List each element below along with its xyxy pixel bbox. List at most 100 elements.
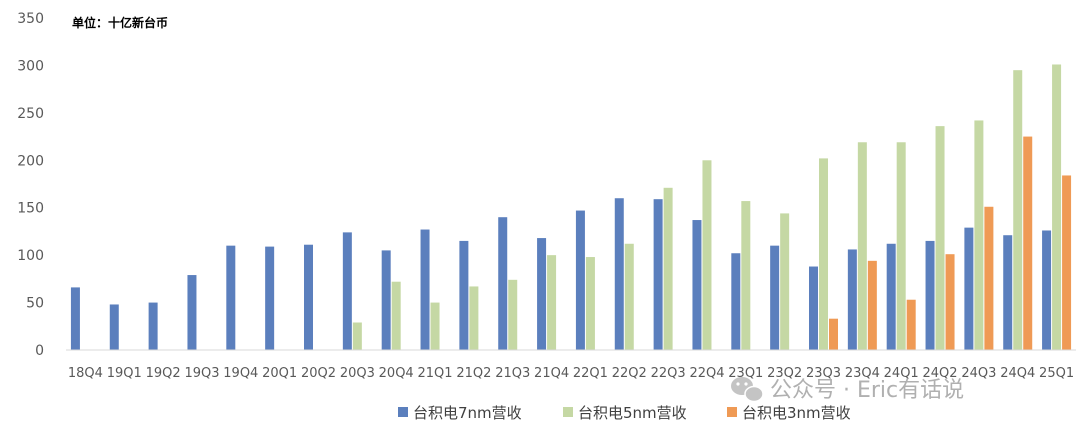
bar	[925, 240, 935, 350]
legend-swatch	[398, 407, 408, 417]
bar	[1023, 136, 1033, 350]
bar	[829, 318, 838, 350]
bar	[391, 281, 401, 350]
bar	[342, 232, 352, 350]
y-tick-label: 300	[17, 58, 44, 74]
bar	[187, 275, 197, 350]
x-tick-label: 24Q2	[923, 366, 958, 381]
x-tick-label: 21Q1	[418, 366, 453, 381]
bar	[886, 243, 896, 350]
x-tick-label: 24Q1	[884, 366, 919, 381]
bar	[420, 229, 430, 350]
bar	[653, 199, 663, 350]
bar	[935, 126, 945, 350]
x-tick-label: 19Q3	[184, 366, 219, 381]
bar	[352, 322, 362, 350]
watermark-text: 公众号 · Eric有话说	[770, 378, 964, 403]
x-tick-label: 20Q4	[379, 366, 414, 381]
bar	[692, 220, 702, 350]
bars	[70, 64, 1072, 351]
bar	[226, 245, 236, 350]
bar	[109, 304, 119, 350]
x-tick-label: 22Q3	[651, 366, 686, 381]
bar	[1042, 230, 1052, 350]
x-axis: 18Q4 19Q1 19Q2 19Q3 19Q4 20Q1 20Q2 20Q3 20Q4 21Q1…	[66, 349, 1076, 381]
bar	[780, 213, 790, 350]
x-tick-label: 22Q1	[573, 366, 608, 381]
bar	[731, 253, 741, 350]
bar	[304, 244, 313, 350]
x-tick-label: 24Q4	[1000, 366, 1035, 381]
bar	[906, 299, 916, 350]
bar	[585, 257, 595, 350]
bar	[1062, 175, 1072, 350]
y-axis: 0 50 100 150 200 250 300 350	[17, 11, 44, 359]
x-tick-label: 18Q4	[68, 366, 103, 381]
x-tick-label: 21Q3	[495, 366, 530, 381]
bar	[469, 286, 479, 350]
bar	[381, 250, 391, 350]
bar	[964, 227, 974, 350]
x-tick-label: 24Q3	[961, 366, 996, 381]
bar	[741, 201, 751, 350]
y-tick-label: 100	[17, 248, 44, 264]
bar	[867, 260, 877, 350]
x-tick-label: 21Q2	[456, 366, 491, 381]
bar	[547, 255, 557, 350]
bar	[148, 302, 158, 350]
x-tick-label: 25Q1	[1039, 366, 1074, 381]
bar	[624, 243, 634, 350]
bar	[663, 187, 673, 350]
bar	[974, 120, 984, 351]
bar	[984, 206, 994, 350]
x-tick-label: 19Q1	[107, 366, 142, 381]
x-tick-label: 19Q2	[146, 366, 181, 381]
y-tick-label: 200	[17, 153, 44, 169]
bar	[430, 302, 440, 350]
y-tick-label: 0	[35, 343, 44, 359]
bar	[1013, 70, 1023, 351]
bar	[945, 254, 955, 350]
legend-swatch	[563, 407, 573, 417]
x-tick-label: 21Q4	[534, 366, 569, 381]
x-tick-label: 20Q1	[262, 366, 297, 381]
y-tick-label: 50	[26, 296, 44, 312]
legend: 台积电7nm营收 台积电5nm营收 台积电3nm营收	[398, 404, 851, 422]
bar	[770, 245, 780, 350]
x-tick-label: 20Q3	[340, 366, 375, 381]
bar	[847, 249, 857, 350]
bar	[575, 210, 585, 350]
x-tick-label: 22Q2	[612, 366, 647, 381]
bar	[1052, 64, 1062, 350]
watermark: 公众号 · Eric有话说	[731, 377, 964, 403]
bar	[537, 238, 547, 350]
bar	[1003, 235, 1013, 350]
bar	[819, 158, 828, 350]
x-tick-label: 22Q4	[689, 366, 724, 381]
bar	[70, 287, 80, 350]
unit-label: 单位：十亿新台币	[72, 15, 168, 30]
wechat-icon	[731, 377, 764, 403]
legend-swatch	[727, 407, 737, 417]
y-tick-label: 350	[17, 11, 44, 27]
bar	[614, 198, 624, 350]
x-tick-label: 23Q1	[728, 366, 763, 381]
bar	[896, 142, 906, 350]
legend-label: 台积电3nm营收	[742, 404, 851, 422]
bar	[702, 160, 712, 350]
legend-label: 台积电5nm营收	[578, 404, 687, 422]
bar	[265, 246, 275, 350]
x-tick-label: 23Q3	[806, 366, 841, 381]
x-tick-label: 20Q2	[301, 366, 336, 381]
bar	[459, 240, 469, 350]
x-tick-label: 23Q4	[845, 366, 880, 381]
legend-label: 台积电7nm营收	[413, 404, 522, 422]
bar	[508, 279, 518, 350]
x-tick-label: 23Q2	[767, 366, 802, 381]
bar	[498, 217, 508, 350]
bar	[809, 266, 818, 350]
y-tick-label: 250	[17, 106, 44, 122]
bar	[857, 142, 867, 350]
y-tick-label: 150	[17, 201, 44, 217]
